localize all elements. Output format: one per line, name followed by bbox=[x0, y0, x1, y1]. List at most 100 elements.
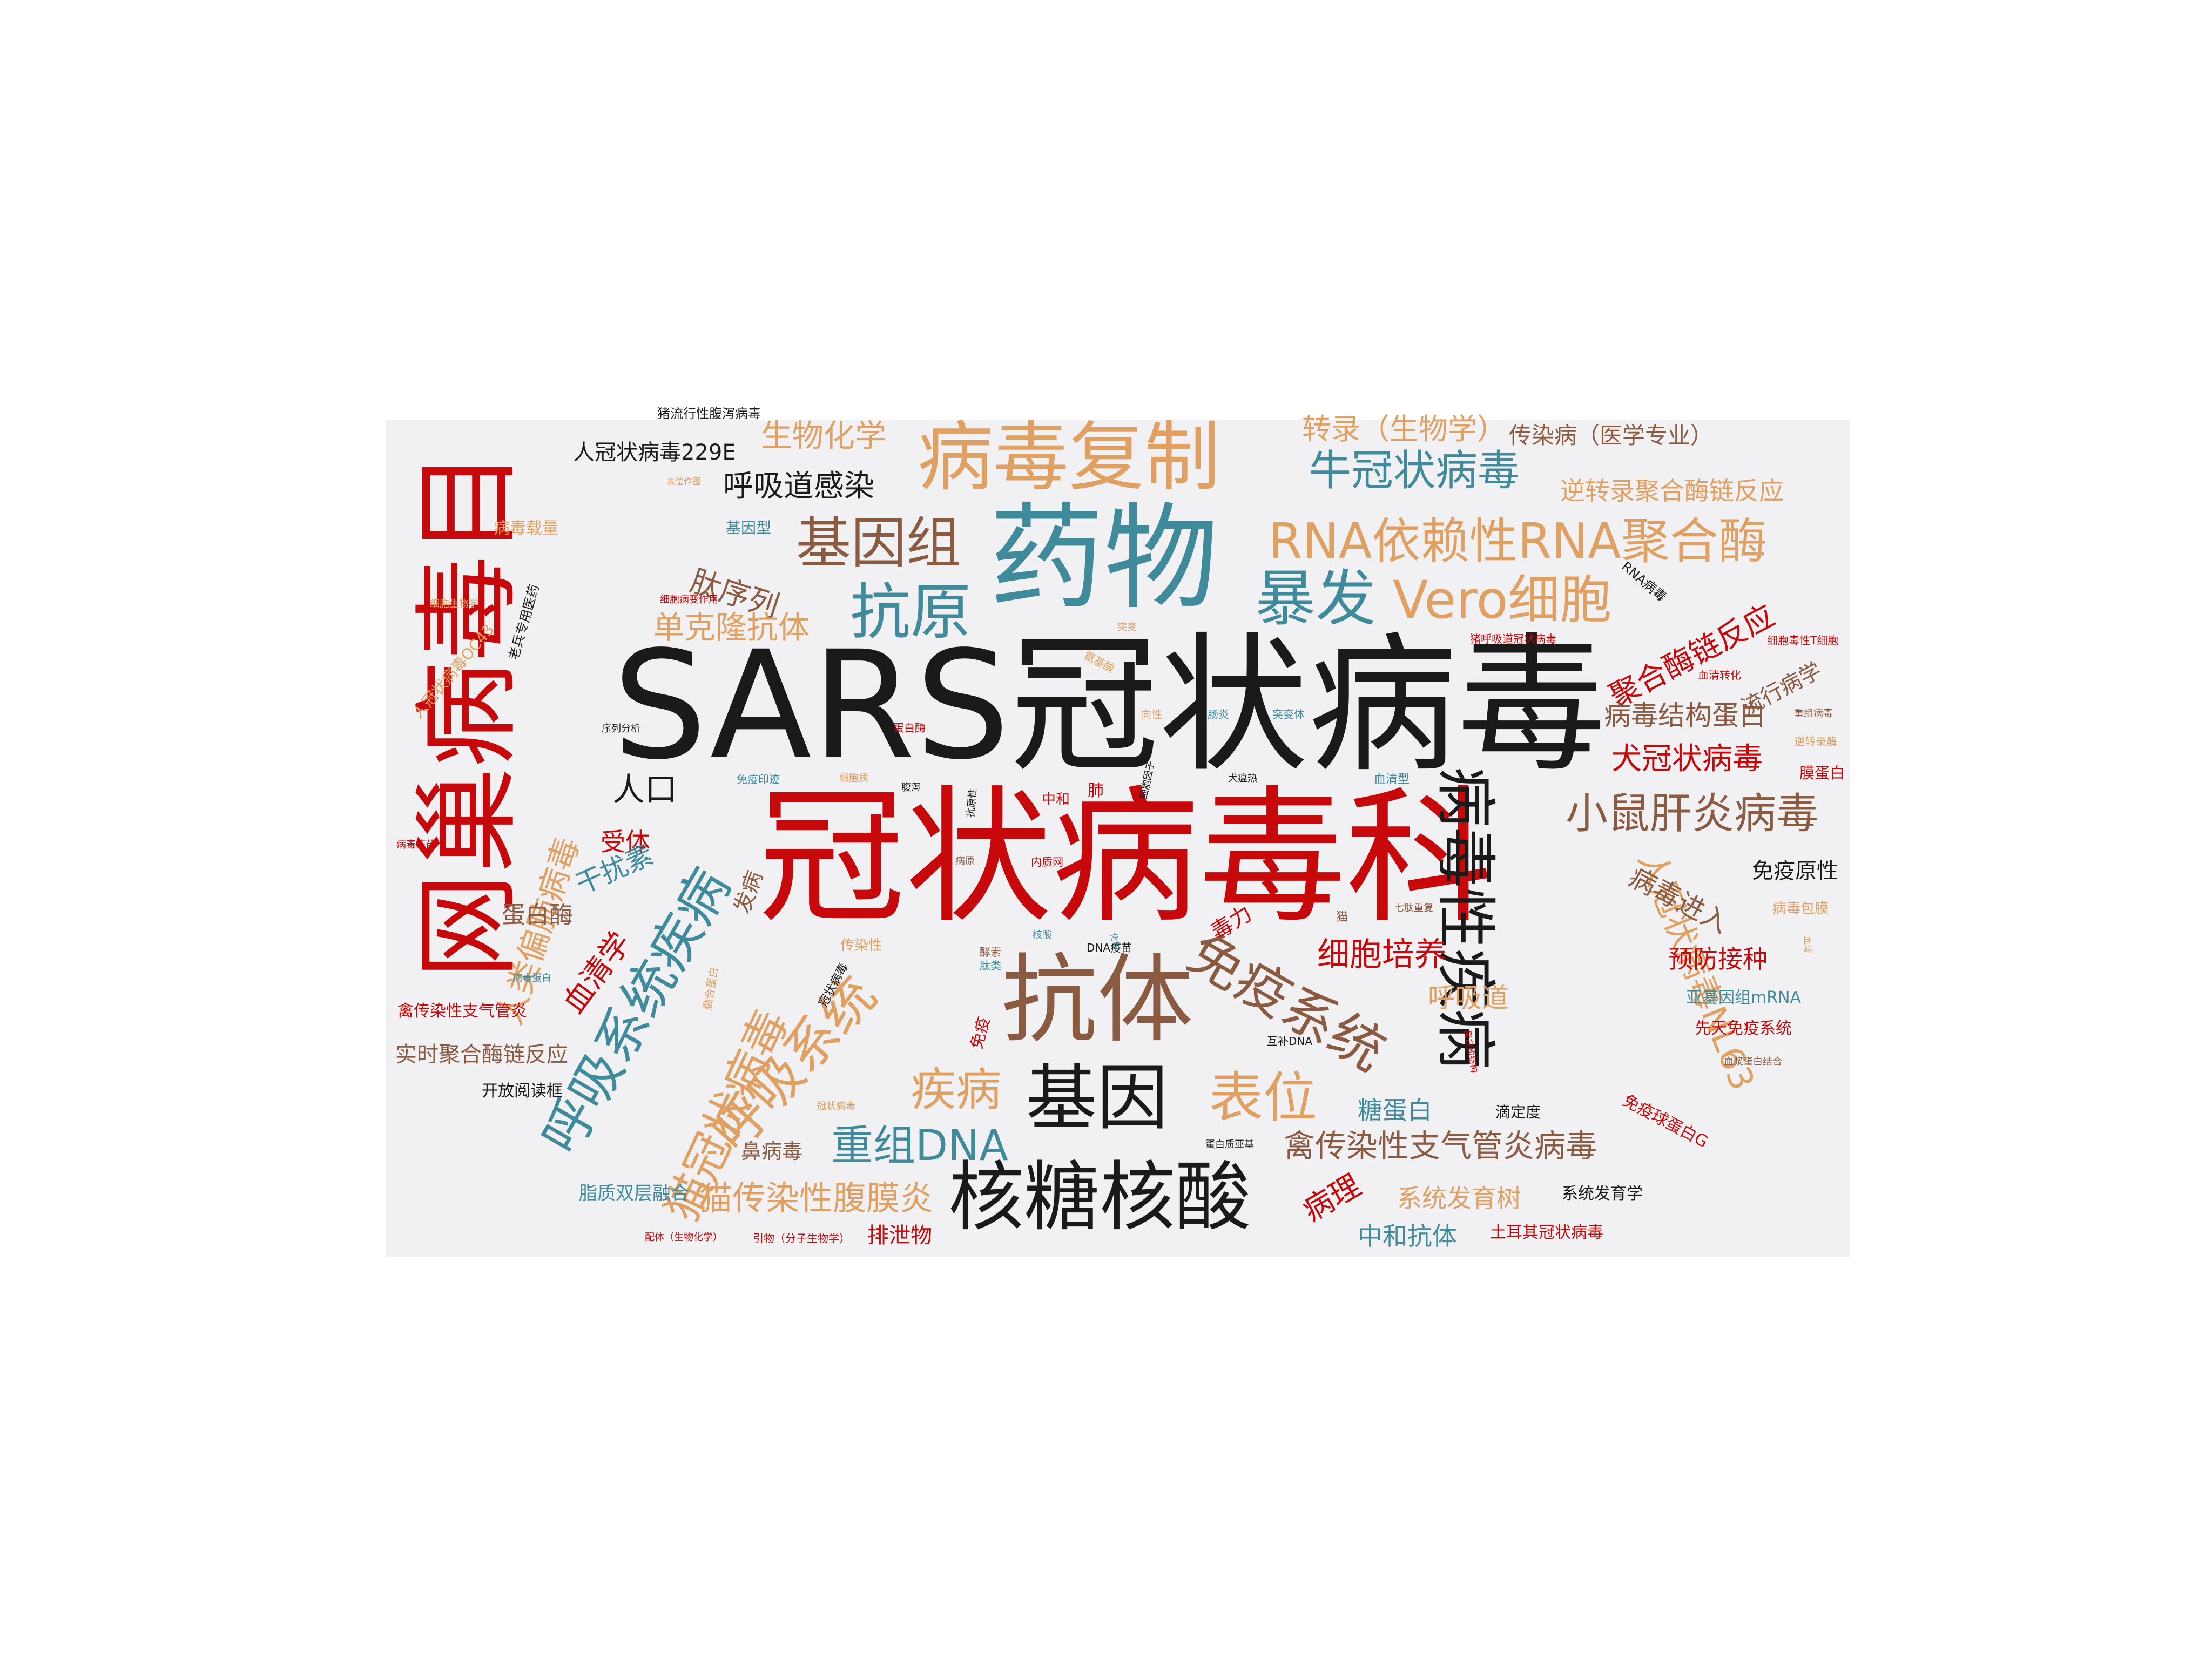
word-canine-distemper: 犬瘟热 bbox=[1228, 773, 1257, 784]
word-fip: 猫传染性腹膜炎 bbox=[699, 1178, 934, 1218]
word-respiratory-tract-infection: 呼吸道感染 bbox=[723, 469, 874, 504]
word-neutralizing-antibody: 中和抗体 bbox=[1358, 1222, 1457, 1251]
word-excreta: 排泄物 bbox=[867, 1223, 932, 1248]
word-viral-protein: 病毒蛋白 bbox=[512, 973, 551, 984]
word-fusion-protein: 融合蛋白 bbox=[700, 966, 721, 1011]
word-primer: 引物（分子生物学） bbox=[753, 1232, 850, 1245]
word-vaccination: 预防接种 bbox=[1668, 945, 1768, 974]
word-phylogenetic-tree: 系统发育树 bbox=[1397, 1184, 1521, 1213]
word-immunogenicity: 免疫原性 bbox=[1752, 859, 1838, 884]
word-population: 人口 bbox=[612, 771, 677, 809]
word-lung: 肺 bbox=[1088, 781, 1104, 800]
word-western-blot: 免疫印迹 bbox=[737, 773, 780, 786]
word-mutation: 突变 bbox=[1117, 622, 1137, 633]
word-drug: 药物 bbox=[989, 491, 1218, 625]
word-neutralization: 中和 bbox=[1042, 792, 1070, 808]
word-serum: 血清 bbox=[1802, 935, 1813, 954]
word-enteritis: 肠炎 bbox=[1208, 708, 1229, 721]
word-sars-cov: SARS冠状病毒 bbox=[612, 619, 1607, 793]
word-avian-infectious-bronchitis: 禽传染性支气管炎 bbox=[397, 1002, 527, 1021]
word-viral-load: 病毒载量 bbox=[494, 519, 558, 538]
word-orf: 开放阅读框 bbox=[482, 1082, 563, 1101]
word-heptad-repeat: 七肽重复 bbox=[1394, 902, 1433, 914]
word-viral-structural-protein: 病毒结构蛋白 bbox=[1604, 700, 1766, 731]
word-cell-culture: 细胞培养 bbox=[1317, 936, 1447, 974]
word-seroconversion: 血清转化 bbox=[1698, 669, 1741, 682]
word-gene: 基因 bbox=[1026, 1057, 1168, 1140]
word-receptor: 受体 bbox=[601, 827, 650, 857]
word-disease: 疾病 bbox=[911, 1063, 1002, 1116]
word-rna: 核糖核酸 bbox=[948, 1154, 1251, 1242]
word-mutant: 突变体 bbox=[1272, 708, 1305, 721]
word-subgenomic-mrna: 亚基因组mRNA bbox=[1686, 988, 1802, 1007]
word-coronaviridae: 冠状病毒科 bbox=[758, 773, 1493, 943]
word-reverse-transcriptase: 逆转录酶 bbox=[1794, 735, 1837, 748]
word-cytopathic-effect: 细胞病变作用 bbox=[660, 594, 718, 605]
word-innate-immune-system: 先天免疫系统 bbox=[1695, 1019, 1792, 1038]
word-titer: 滴定度 bbox=[1495, 1103, 1541, 1121]
word-mouse-hepatitis-virus: 小鼠肝炎病毒 bbox=[1566, 790, 1819, 838]
word-canine-coronavirus: 犬冠状病毒 bbox=[1611, 741, 1763, 777]
word-vero-cells: Vero细胞 bbox=[1393, 570, 1612, 630]
word-immunity: 免疫 bbox=[967, 1015, 994, 1051]
word-genotype: 基因型 bbox=[726, 519, 772, 537]
word-protein-subunit: 蛋白质亚基 bbox=[1205, 1139, 1254, 1150]
word-chemistry: 化学 bbox=[1108, 932, 1122, 951]
word-ligand: 配体（生物化学） bbox=[645, 1232, 723, 1243]
word-plasma-protein-binding: 血浆蛋白结合 bbox=[1724, 1056, 1782, 1068]
word-igg: 免疫球蛋白G bbox=[1619, 1091, 1711, 1152]
word-pedv: 猪流行性腹泻病毒 bbox=[657, 406, 761, 421]
word-turkey-coronavirus: 土耳其冠状病毒 bbox=[1490, 1223, 1603, 1242]
word-prcv: 猪呼吸道冠状病毒 bbox=[1470, 632, 1556, 645]
word-viral-replication: 病毒复制 bbox=[918, 414, 1220, 502]
word-rhinovirus: 鼻病毒 bbox=[741, 1139, 803, 1163]
word-respiratory-tract: 呼吸道 bbox=[1428, 982, 1509, 1014]
word-rdrp: RNA依赖性RNA聚合酶 bbox=[1269, 513, 1767, 570]
word-sequence-analysis: 序列分析 bbox=[602, 723, 640, 734]
word-phylogenetics: 系统发育学 bbox=[1562, 1184, 1643, 1203]
word-real-time-pcr: 实时聚合酶链反应 bbox=[395, 1042, 568, 1067]
word-lipid-bilayer-fusion: 脂质双层融合 bbox=[579, 1183, 689, 1204]
word-ibv: 禽传染性支气管炎病毒 bbox=[1284, 1128, 1597, 1164]
word-enzyme: 酵素 bbox=[980, 946, 1001, 959]
word-peptides: 肽类 bbox=[980, 959, 1001, 972]
word-viral-envelope: 病毒包膜 bbox=[1772, 901, 1829, 917]
word-genome: 基因组 bbox=[796, 511, 961, 576]
word-tropism: 向性 bbox=[1141, 708, 1162, 721]
word-cell-biology: 细胞生物学 bbox=[430, 598, 478, 610]
word-membrane-protein: 膜蛋白 bbox=[1799, 764, 1845, 782]
word-pathogen: 病原 bbox=[955, 855, 975, 867]
word-recombinant-virus: 重组病毒 bbox=[1794, 708, 1833, 719]
word-viral-disease: 病毒性疾病 bbox=[1430, 767, 1500, 1069]
word-biochemistry: 生物化学 bbox=[761, 417, 887, 454]
word-nucleic-acid: 核酸 bbox=[1033, 929, 1052, 941]
word-antibody: 抗体 bbox=[1001, 944, 1193, 1056]
word-serotype: 血清型 bbox=[1374, 773, 1410, 786]
word-infectious-disease: 传染病（医学专业） bbox=[1509, 422, 1714, 449]
word-cat: 猫 bbox=[1336, 911, 1348, 924]
word-transcription: 转录（生物学） bbox=[1302, 412, 1506, 446]
word-hcov-229e: 人冠状病毒229E bbox=[573, 440, 736, 465]
word-cytoplasm: 细胞质 bbox=[839, 773, 868, 784]
word-er: 内质网 bbox=[1031, 855, 1063, 868]
word-protease: 蛋白酶 bbox=[502, 901, 573, 929]
word-cdna: 互补DNA bbox=[1267, 1035, 1313, 1048]
word-recombinant-dna: 重组DNA bbox=[831, 1122, 1008, 1170]
word-rt-pcr: 逆转录聚合酶链反应 bbox=[1560, 476, 1784, 505]
word-diarrhea: 腹泻 bbox=[901, 782, 921, 793]
word-cloud: 猪流行性腹泻病毒 SARS冠状病毒 冠状病毒科 网巢病毒目 药物 抗体 病毒复制… bbox=[386, 407, 1850, 1257]
word-protease-small: 蛋白酶 bbox=[893, 721, 926, 734]
word-viral-vaccine: 病毒疫苗 bbox=[396, 839, 435, 851]
word-dna-vaccine: DNA疫苗 bbox=[1087, 941, 1132, 954]
word-antigen: 抗原 bbox=[850, 577, 971, 648]
word-glycoprotein: 糖蛋白 bbox=[1358, 1096, 1432, 1125]
word-epitope-mapping: 表位作图 bbox=[666, 476, 702, 487]
word-infectivity: 传染性 bbox=[840, 938, 883, 954]
word-monoclonal-antibody: 单克隆抗体 bbox=[653, 609, 810, 646]
word-antigenicity: 抗原性 bbox=[965, 788, 979, 818]
word-outbreak: 暴发 bbox=[1255, 564, 1376, 634]
word-pathology: 病理 bbox=[1297, 1168, 1367, 1229]
word-coronavirus-tiny: 冠状病毒 bbox=[817, 1101, 855, 1112]
word-ctl: 细胞毒性T细胞 bbox=[1767, 634, 1839, 647]
word-bovine-coronavirus: 牛冠状病毒 bbox=[1309, 447, 1520, 495]
